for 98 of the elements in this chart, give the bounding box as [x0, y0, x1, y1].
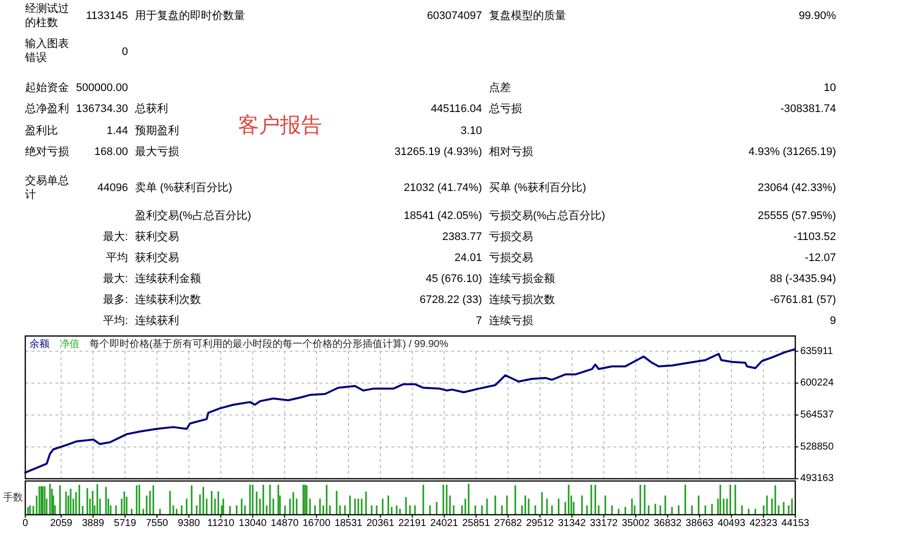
- text: 最多:: [102, 294, 128, 306]
- text: 31265.19 (4.93%): [394, 146, 482, 158]
- text: 445116.04: [430, 103, 482, 115]
- text: 10: [824, 82, 836, 94]
- x-tick-label: 29512: [526, 518, 554, 530]
- x-tick-label: 18531: [334, 518, 363, 530]
- text: 连续获利: [135, 314, 179, 327]
- text: 连续亏损金额: [489, 272, 555, 285]
- x-tick-label: 0: [22, 518, 29, 530]
- text: 获利交易: [135, 230, 179, 243]
- text: 44096: [97, 182, 128, 194]
- text: 平均:: [102, 315, 128, 327]
- text: -308381.74: [780, 103, 836, 115]
- text: 预期盈利: [135, 124, 179, 137]
- x-tick-label: 42323: [749, 518, 778, 530]
- text: 输入图表错误: [24, 37, 69, 64]
- x-tick-label: 16700: [302, 518, 331, 530]
- text: 2383.77: [442, 231, 482, 243]
- text: 0: [122, 46, 128, 58]
- text: 88 (-3435.94): [770, 273, 836, 285]
- x-tick-label: 40493: [718, 518, 746, 530]
- text: 18541 (42.05%): [404, 210, 482, 222]
- text: 连续获利金额: [135, 272, 201, 285]
- text: 7: [476, 315, 482, 327]
- x-tick-label: 24021: [430, 518, 459, 530]
- x-tick-label: 9380: [178, 518, 200, 530]
- text: 点差: [489, 81, 511, 94]
- text: 1.44: [106, 125, 128, 137]
- text: 用于复盘的即时价数量: [135, 9, 245, 22]
- x-tick-label: 36832: [654, 518, 682, 530]
- text: 亏损交易: [489, 251, 533, 264]
- text: 余额: [29, 338, 50, 350]
- text: 45 (676.10): [426, 273, 482, 285]
- x-tick-label: 13040: [238, 518, 268, 530]
- text: 9: [830, 315, 836, 327]
- text: 603074097: [426, 10, 482, 22]
- x-tick-label: 11210: [207, 518, 235, 530]
- text: 总净盈利: [24, 102, 69, 115]
- text: 买单 (%获利百分比): [489, 181, 586, 194]
- text: 起始资金: [25, 82, 69, 94]
- text: 盈利交易(%占总百分比): [135, 209, 252, 222]
- x-tick-label: 44153: [781, 518, 810, 530]
- text: 1133145: [86, 10, 128, 22]
- text: 卖单 (%获利百分比): [135, 181, 232, 194]
- legend-label: 净值: [59, 338, 80, 350]
- x-tick-label: 35002: [622, 518, 650, 530]
- x-tick-label: 22191: [398, 518, 427, 530]
- text: 最大:: [102, 230, 128, 243]
- text: 25555 (57.95%): [758, 210, 836, 222]
- text: 获利交易: [135, 251, 179, 264]
- y-tick-label: 600224: [800, 378, 834, 389]
- x-tick-label: 3889: [82, 518, 105, 530]
- text: 交易单总计: [25, 174, 69, 201]
- text: 经测试过的柱数: [25, 2, 69, 29]
- x-tick-label: 38663: [686, 518, 714, 530]
- text: 6728.22 (33): [420, 294, 482, 306]
- y-tick-label: 635911: [800, 346, 834, 357]
- text: 绝对亏损: [25, 145, 69, 158]
- x-tick-label: 2059: [50, 518, 73, 530]
- text: 最大亏损: [135, 145, 179, 158]
- text: 连续亏损: [489, 314, 533, 327]
- text: 复盘模型的质量: [489, 9, 566, 22]
- text: 500000.00: [76, 82, 128, 94]
- y-tick-label: 564537: [800, 409, 834, 420]
- text: 手数: [3, 491, 23, 504]
- y-tick-label: 493163: [800, 473, 834, 484]
- text: 最大:: [102, 272, 128, 285]
- text: 136734.30: [76, 103, 128, 115]
- text: 总亏损: [488, 102, 522, 115]
- x-tick-label: 14870: [270, 518, 299, 530]
- x-tick-label: 27682: [494, 518, 522, 530]
- x-tick-label: 25851: [462, 518, 490, 530]
- text: 99.90%: [798, 10, 836, 22]
- text: 连续获利次数: [135, 293, 201, 306]
- text: 盈利比: [25, 124, 58, 137]
- text: -6761.81 (57): [770, 294, 836, 306]
- text: 亏损交易: [489, 230, 533, 243]
- x-tick-label: 7550: [146, 518, 169, 530]
- text: 相对亏损: [489, 145, 533, 158]
- text: 3.10: [460, 125, 482, 137]
- y-tick-label: 528850: [800, 441, 834, 452]
- text: 24.01: [454, 252, 482, 264]
- text: -1103.52: [793, 231, 836, 243]
- chart-title: 每个即时价格(基于所有可利用的最小时段的每一个价格的分形插值计算) / 99.90%: [89, 338, 448, 350]
- text: 23064 (42.33%): [758, 182, 836, 194]
- text: 总获利: [134, 102, 168, 115]
- text: 平均: [106, 252, 128, 264]
- text: 连续亏损次数: [489, 293, 555, 306]
- text: 4.93% (31265.19): [748, 146, 836, 158]
- x-tick-label: 5719: [114, 518, 137, 530]
- x-tick-label: 20361: [366, 518, 395, 530]
- x-tick-label: 31342: [558, 518, 586, 530]
- text: 168.00: [94, 146, 128, 158]
- text: -12.07: [804, 252, 836, 264]
- x-tick-label: 33172: [590, 518, 618, 530]
- text: 客户报告: [238, 113, 322, 137]
- text: 亏损交易(%占总百分比): [489, 209, 606, 222]
- text: 21032 (41.74%): [404, 182, 482, 194]
